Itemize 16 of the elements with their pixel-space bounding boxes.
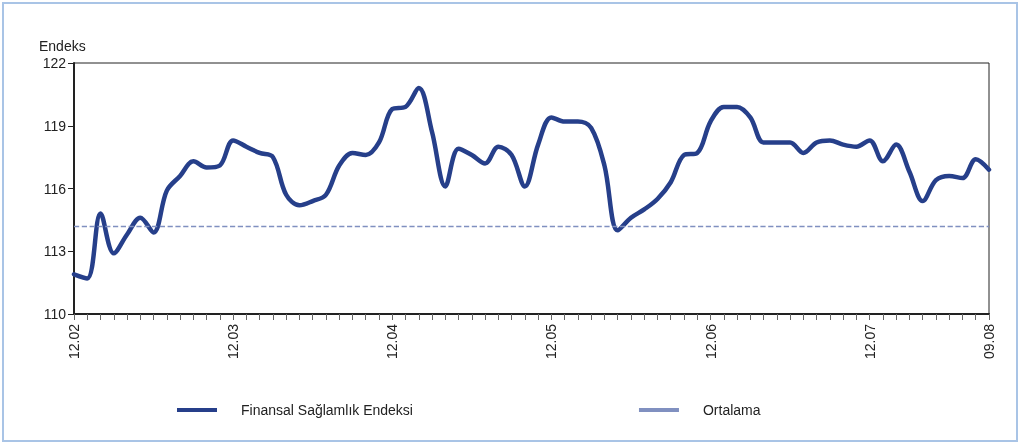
- x-tick-label: 09.08: [981, 323, 997, 360]
- x-tick-label: 12.07: [861, 323, 878, 360]
- legend-label: Finansal Sağlamlık Endeksi: [241, 402, 413, 418]
- x-tick-label: 12.04: [384, 323, 401, 360]
- legend-label: Ortalama: [702, 402, 761, 418]
- x-tick-label: 12.05: [543, 323, 560, 360]
- y-tick-label: 119: [43, 117, 67, 134]
- y-tick-label: 113: [43, 243, 67, 260]
- y-tick-label: 116: [43, 180, 67, 197]
- y-tick-label: 122: [42, 55, 67, 71]
- line-series: [71, 85, 992, 281]
- y-tick-label: 110: [43, 306, 67, 322]
- x-tick-label: 12.03: [225, 323, 242, 360]
- x-tick-label: 12.02: [66, 323, 82, 360]
- x-tick-label: 12.06: [702, 323, 719, 360]
- y-axis-title: Endeks: [39, 38, 86, 54]
